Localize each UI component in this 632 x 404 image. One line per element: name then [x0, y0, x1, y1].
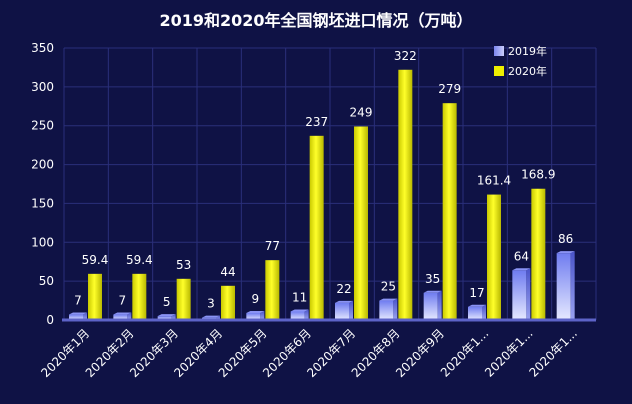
- grid-lines: [63, 47, 597, 320]
- data-label-2019: 7: [74, 294, 82, 308]
- data-label-2019: 7: [119, 294, 127, 308]
- bar-2019[interactable]: [512, 270, 527, 320]
- data-label-2020: 53: [176, 258, 191, 272]
- data-labels: 7 59.4 7 59.4 5 53 3 44 9 77 11 237 22 249 25 322 35 279 1…: [74, 49, 573, 311]
- y-tick-label: 0: [46, 313, 54, 327]
- data-label-2020: 237: [305, 115, 328, 129]
- legend-swatch-2020: [494, 66, 504, 76]
- bar-2019-side: [437, 290, 442, 320]
- data-label-2020: 161.4: [477, 174, 511, 188]
- bar-2019-side: [127, 312, 132, 320]
- data-label-2019: 17: [469, 286, 484, 300]
- bar-2020[interactable]: [88, 273, 102, 320]
- y-tick-label: 200: [31, 158, 54, 172]
- bar-2020[interactable]: [176, 278, 191, 320]
- y-axis: 0 50 100 150 200 250 300 350: [31, 41, 54, 327]
- x-axis: 2020年1月2020年2月2020年3月2020年4月2020年5月2020年…: [38, 318, 596, 380]
- data-label-2019: 11: [292, 290, 307, 304]
- legend[interactable]: 2019年 2020年: [494, 44, 547, 78]
- bar-2019-top: [69, 312, 87, 315]
- legend-label-2019: 2019年: [508, 44, 547, 58]
- bar-2019-top: [423, 290, 442, 293]
- bar-2019-top: [468, 304, 486, 307]
- data-label-2019: 9: [252, 292, 260, 306]
- data-label-2019: 35: [425, 272, 440, 286]
- data-label-2019: 86: [558, 232, 573, 246]
- bar-2019-top: [556, 251, 575, 254]
- y-tick-label: 50: [39, 274, 54, 288]
- bar-2019-side: [349, 300, 353, 320]
- data-label-2020: 77: [265, 239, 280, 253]
- bar-2019-top: [157, 314, 176, 317]
- bar-2019[interactable]: [468, 306, 482, 320]
- bar-2019[interactable]: [379, 300, 394, 320]
- y-tick-label: 150: [31, 196, 54, 210]
- bar-2019-top: [113, 312, 132, 315]
- bar-2019[interactable]: [157, 316, 172, 320]
- bar-2019-side: [304, 309, 309, 320]
- bar-2019-side: [570, 251, 575, 320]
- bar-2019-side: [482, 304, 486, 320]
- bar-2019[interactable]: [113, 314, 128, 320]
- legend-swatch-2019: [494, 46, 504, 56]
- bar-2019-side: [393, 298, 398, 320]
- bar-2020[interactable]: [487, 194, 501, 320]
- bar-2019-top: [335, 300, 353, 303]
- bar-2019[interactable]: [556, 253, 571, 320]
- bar-2019-top: [202, 315, 220, 318]
- chart-title: 2019和2020年全国钢坯进口情况（万吨）: [159, 11, 472, 30]
- data-label-2019: 64: [514, 249, 529, 263]
- bars-group: [69, 69, 575, 321]
- legend-item-2019[interactable]: 2019年: [494, 44, 547, 58]
- data-label-2020: 59.4: [126, 253, 153, 267]
- y-tick-label: 100: [31, 235, 54, 249]
- bar-2019-side: [526, 268, 531, 320]
- legend-item-2020[interactable]: 2020年: [494, 64, 547, 78]
- bar-2020[interactable]: [221, 285, 235, 320]
- y-tick-label: 350: [31, 41, 54, 55]
- y-tick-label: 250: [31, 119, 54, 133]
- bar-2019-top: [379, 298, 398, 301]
- bar-2020[interactable]: [309, 135, 324, 320]
- bar-2019-top: [512, 268, 531, 271]
- bar-2020[interactable]: [265, 260, 280, 320]
- data-label-2020: 59.4: [82, 253, 109, 267]
- bar-2019-top: [246, 311, 265, 314]
- data-label-2020: 279: [438, 82, 461, 96]
- bar-2020[interactable]: [398, 69, 413, 320]
- bar-2020[interactable]: [354, 126, 368, 321]
- bar-2019-side: [83, 312, 87, 320]
- bar-2019[interactable]: [335, 302, 349, 320]
- data-label-2020: 249: [350, 105, 373, 119]
- bar-2020[interactable]: [132, 273, 147, 320]
- bar-2020[interactable]: [442, 103, 457, 320]
- data-label-2020: 168.9: [521, 168, 555, 182]
- x-tick-label: 2020年1...: [526, 326, 579, 379]
- data-label-2020: 322: [394, 49, 417, 63]
- data-label-2020: 44: [220, 265, 235, 279]
- data-label-2019: 25: [381, 280, 396, 294]
- data-label-2019: 22: [336, 282, 351, 296]
- bar-2019[interactable]: [246, 313, 261, 320]
- bar-2019[interactable]: [69, 314, 83, 320]
- bar-2019-top: [290, 309, 309, 312]
- bar-2019[interactable]: [423, 292, 438, 320]
- legend-label-2020: 2020年: [508, 64, 547, 78]
- data-label-2019: 3: [207, 297, 215, 311]
- y-tick-label: 300: [31, 80, 54, 94]
- data-label-2019: 5: [163, 295, 171, 309]
- bar-2020[interactable]: [531, 188, 546, 320]
- bar-2019-side: [260, 311, 265, 320]
- bar-2019[interactable]: [290, 311, 305, 320]
